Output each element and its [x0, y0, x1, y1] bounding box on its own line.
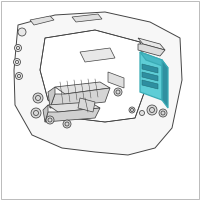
Polygon shape — [50, 88, 110, 108]
Polygon shape — [142, 80, 158, 89]
Polygon shape — [48, 102, 100, 112]
Polygon shape — [138, 44, 165, 56]
Polygon shape — [108, 72, 124, 88]
Polygon shape — [72, 14, 102, 22]
Circle shape — [46, 116, 54, 124]
Circle shape — [63, 120, 71, 128]
Polygon shape — [14, 12, 182, 155]
Polygon shape — [78, 98, 95, 112]
Polygon shape — [162, 60, 168, 108]
Circle shape — [31, 108, 41, 118]
Polygon shape — [138, 38, 165, 50]
Polygon shape — [142, 64, 158, 73]
Circle shape — [14, 45, 22, 51]
Circle shape — [14, 58, 21, 66]
Circle shape — [33, 93, 43, 103]
Polygon shape — [80, 48, 115, 62]
Circle shape — [114, 88, 122, 96]
Circle shape — [159, 109, 167, 117]
Polygon shape — [30, 16, 54, 25]
Polygon shape — [43, 105, 48, 122]
Circle shape — [140, 110, 144, 116]
Polygon shape — [142, 72, 158, 81]
Polygon shape — [40, 30, 148, 122]
Circle shape — [16, 72, 22, 79]
Polygon shape — [48, 87, 55, 108]
Circle shape — [147, 105, 157, 115]
Polygon shape — [140, 52, 162, 100]
Polygon shape — [55, 82, 110, 94]
Circle shape — [129, 107, 135, 113]
Polygon shape — [140, 52, 168, 68]
Polygon shape — [45, 108, 100, 122]
Circle shape — [18, 28, 26, 36]
